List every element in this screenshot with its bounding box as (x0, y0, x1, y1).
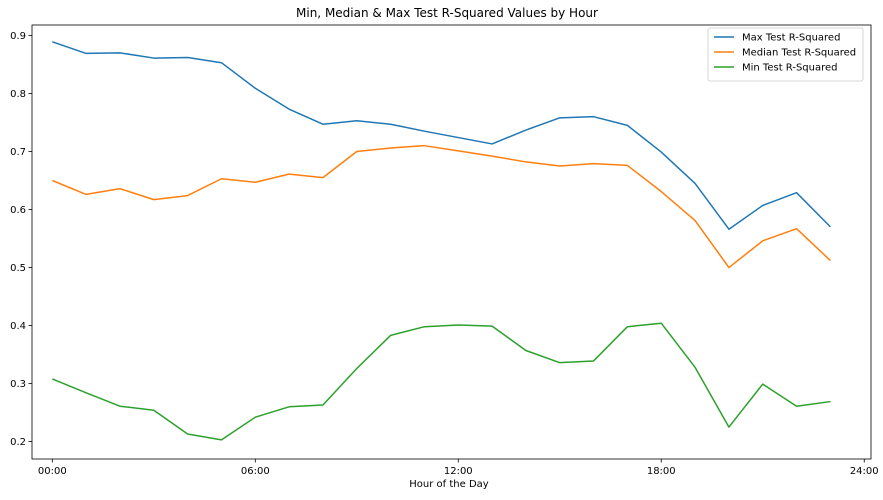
y-tick-label: 0.3 (10, 379, 26, 390)
legend-box (707, 27, 864, 82)
x-tick-label: 06:00 (241, 466, 270, 477)
x-tick-label: 24:00 (850, 466, 879, 477)
y-axis: 0.2 0.3 0.4 0.5 0.6 0.7 0.8 0.9 (10, 31, 32, 448)
legend-label: Min Test R-Squared (742, 63, 838, 74)
x-axis-title: Hour of the Day (409, 479, 489, 490)
y-tick-label: 0.9 (10, 31, 26, 42)
y-tick-label: 0.8 (10, 89, 26, 100)
x-axis: 00:00 06:00 12:00 18:00 24:00 (38, 459, 879, 477)
series-line-median-test-r-squared (52, 144, 831, 269)
y-tick-label: 0.7 (10, 147, 26, 158)
series-line-min-test-r-squared (52, 322, 831, 441)
plot-frame (31, 24, 872, 460)
y-tick-label: 0.5 (10, 263, 26, 274)
plot-area (52, 41, 831, 441)
legend-label: Max Test R-Squared (742, 33, 840, 44)
x-tick-label: 12:00 (444, 466, 473, 477)
y-tick-label: 0.2 (10, 437, 26, 448)
legend-label: Median Test R-Squared (742, 48, 856, 59)
y-tick-label: 0.4 (10, 321, 26, 332)
x-tick-label: 00:00 (38, 466, 67, 477)
legend: Max Test R-Squared Median Test R-Squared M… (707, 27, 864, 82)
y-tick-label: 0.6 (10, 205, 26, 216)
x-tick-label: 18:00 (647, 466, 676, 477)
chart-title: Min, Median & Max Test R-Squared Values … (296, 6, 598, 20)
series-line-max-test-r-squared (52, 41, 831, 230)
